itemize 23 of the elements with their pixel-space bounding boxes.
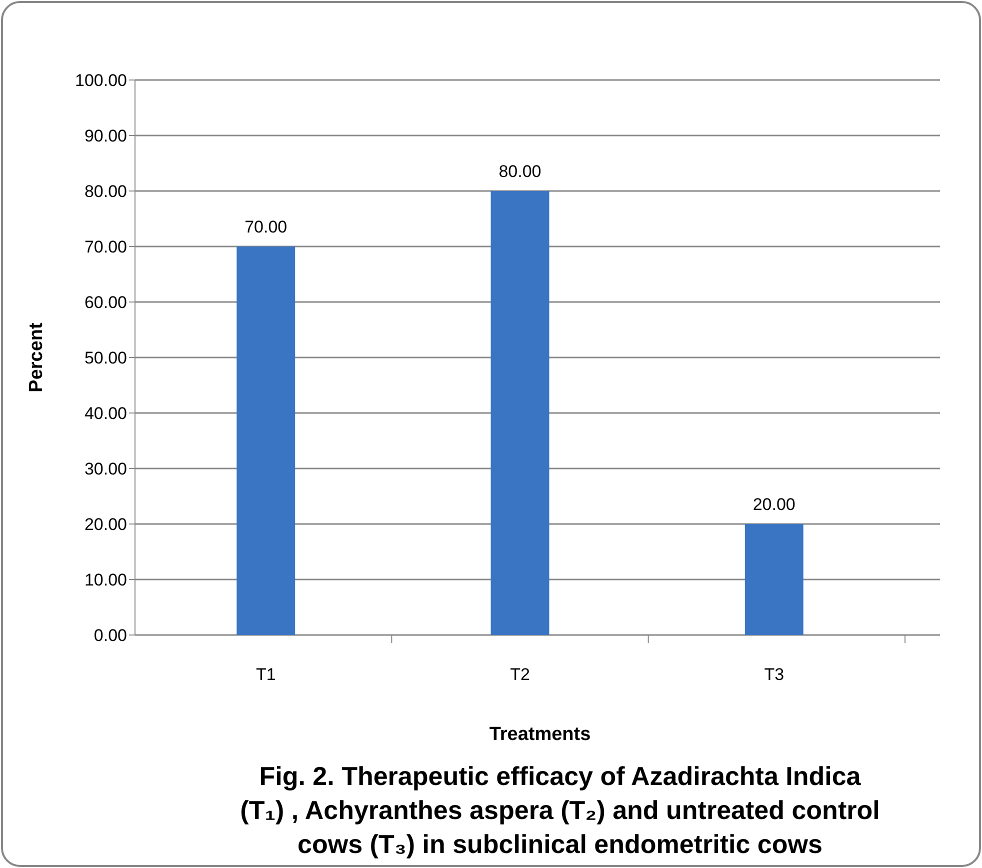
- y-tick-label: 30.00: [84, 459, 127, 478]
- x-axis-title: Treatments: [489, 724, 591, 745]
- data-label: 70.00: [244, 218, 288, 236]
- y-axis-title: Percent: [26, 322, 47, 392]
- x-tick-label: T2: [510, 665, 530, 684]
- y-tick-label: 50.00: [84, 348, 127, 368]
- y-tick-label: 0.00: [94, 626, 127, 645]
- y-tick-label: 60.00: [84, 292, 127, 312]
- y-tick-label: 80.00: [84, 182, 127, 201]
- bar: [490, 191, 550, 635]
- text: Fig. 2. Therapeutic efficacy of Azadirachta Indica (T₁) , Achyranthes aspera (T₂) and untreated control cows (T₃) in subclinical endometritic cows: [240, 761, 880, 859]
- x-tick-label: T3: [764, 665, 784, 684]
- data-label: 20.00: [752, 495, 796, 514]
- y-tick-label: 70.00: [84, 237, 127, 256]
- y-tick-label: 40.00: [84, 404, 127, 423]
- x-tick-label: T1: [256, 665, 276, 684]
- y-tick-label: 100.00: [75, 70, 127, 90]
- y-tick-label: 10.00: [84, 570, 127, 590]
- bar: [744, 524, 804, 635]
- y-tick-label: 20.00: [84, 514, 127, 534]
- data-label: 80.00: [498, 162, 542, 181]
- bar: [236, 246, 296, 635]
- y-tick-label: 90.00: [84, 126, 127, 146]
